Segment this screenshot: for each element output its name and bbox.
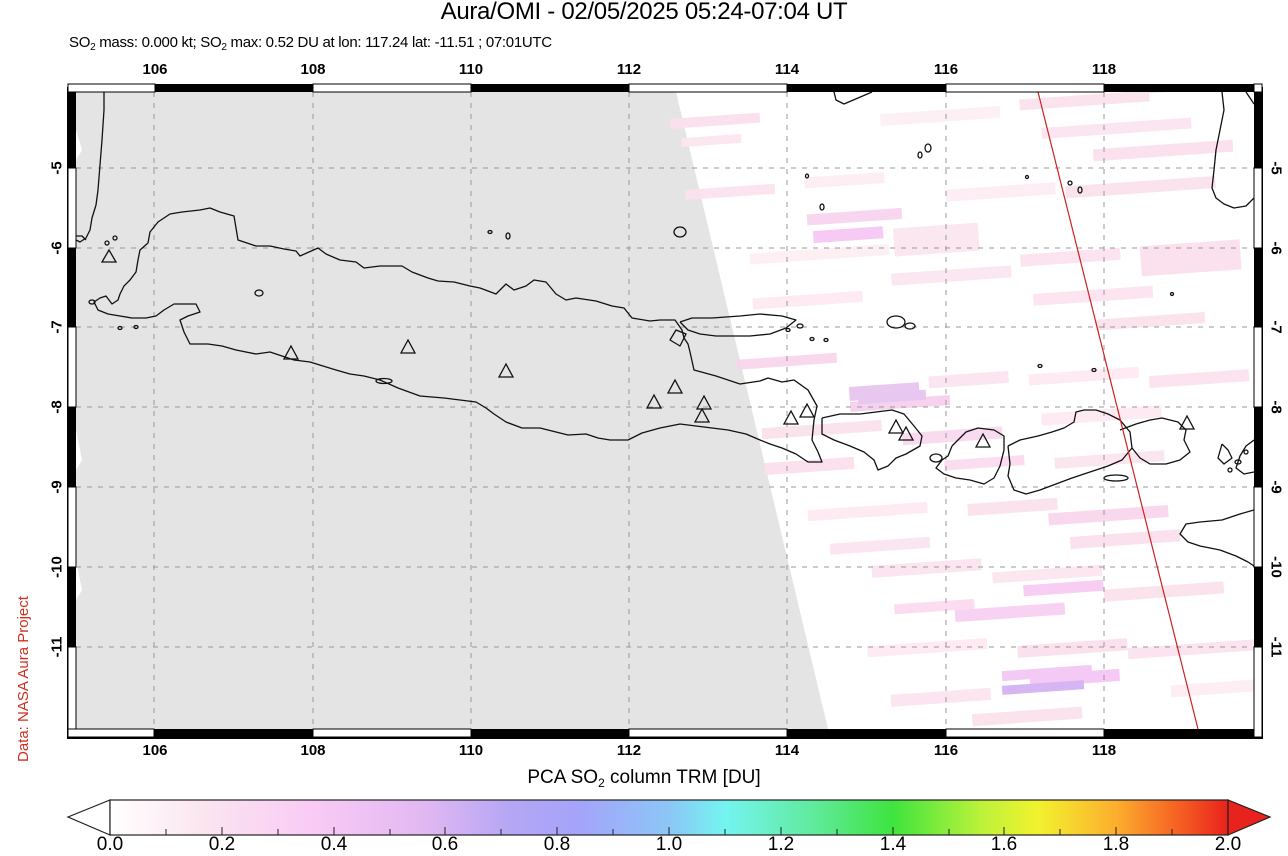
lon-tick-bottom: 108 — [300, 742, 326, 759]
lat-tick-right: -5 — [1267, 161, 1285, 175]
lon-tick-top: 110 — [458, 61, 484, 78]
lat-tick-right: -9 — [1267, 480, 1285, 494]
lat-tick-right: -6 — [1267, 241, 1285, 255]
colorbar-tick: 0.0 — [96, 834, 124, 855]
coast-bali — [821, 409, 923, 471]
volcano-icon — [974, 432, 992, 448]
coast-sumba — [1179, 509, 1254, 567]
lat-tick-left: -8 — [48, 400, 66, 414]
colorbar-under-arrow — [66, 799, 111, 836]
volcano-icon — [693, 407, 711, 423]
frame-scale-bottom — [67, 728, 1254, 738]
frame-scale-left — [67, 92, 77, 730]
coast-kalimantan — [833, 92, 873, 105]
subtitle-so2: SO — [69, 34, 91, 51]
volcano-icon — [695, 394, 713, 410]
volcano-icon — [282, 344, 300, 360]
lat-tick-right: -11 — [1267, 636, 1285, 658]
colorbar-title-post: column TRM [DU] — [604, 767, 761, 788]
coast-flores — [1235, 439, 1254, 475]
colorbar-tick: 1.2 — [767, 834, 795, 855]
coast-sumatra — [76, 92, 105, 243]
lon-tick-top: 116 — [933, 61, 959, 78]
volcano-icon — [666, 378, 684, 394]
subtitle-sub: 2 — [90, 42, 96, 53]
coast-sumbawa — [1007, 409, 1133, 495]
volcano-icon — [399, 338, 417, 354]
coast-lombok — [935, 427, 1005, 485]
lon-tick-top: 114 — [774, 61, 800, 78]
lon-tick-bottom: 116 — [933, 742, 959, 759]
lon-tick-bottom: 112 — [616, 742, 642, 759]
colorbar — [66, 799, 1272, 836]
lon-tick-bottom: 114 — [774, 742, 800, 759]
volcano-icon — [887, 418, 905, 434]
subtitle-mass: mass: 0.000 kt; SO — [95, 34, 222, 51]
colorbar-tick: 0.2 — [208, 834, 236, 855]
orbit-track-line — [1037, 92, 1199, 729]
subtitle-rest: max: 0.52 DU at lon: 117.24 lat: -11.51 … — [226, 34, 553, 51]
lon-tick-top: 106 — [142, 61, 168, 78]
colorbar-title-pre: PCA SO — [527, 767, 599, 788]
no-data-region — [76, 92, 828, 729]
lat-tick-left: -9 — [48, 480, 66, 494]
lon-tick-bottom: 118 — [1091, 742, 1117, 759]
coast-madura — [679, 313, 797, 337]
colorbar-tick: 1.4 — [879, 834, 907, 855]
lat-tick-left: -11 — [48, 636, 66, 658]
colorbar-over-arrow — [1227, 799, 1272, 836]
coast-java — [93, 207, 823, 463]
colorbar-tick: 1.8 — [1102, 834, 1130, 855]
volcano-icon — [798, 402, 816, 418]
lon-tick-bottom: 110 — [458, 742, 484, 759]
volcano-icon — [897, 425, 915, 441]
frame-scale-right — [1253, 83, 1263, 738]
volcano-icon — [782, 409, 800, 425]
volcano-icon — [1178, 414, 1196, 430]
colorbar-tick: 1.0 — [655, 834, 683, 855]
colorbar-tick: 2.0 — [1214, 834, 1242, 855]
colorbar-title: PCA SO2 column TRM [DU] — [0, 767, 1288, 790]
colorbar-title-sub: 2 — [598, 776, 605, 790]
colorbar-tick: 0.6 — [431, 834, 459, 855]
so2-pixels — [669, 92, 1254, 727]
lon-tick-bottom: 106 — [142, 742, 168, 759]
lat-tick-right: -10 — [1267, 556, 1285, 578]
map-title: Aura/OMI - 02/05/2025 05:24-07:04 UT — [440, 0, 848, 25]
lat-tick-left: -5 — [48, 161, 66, 175]
lon-tick-top: 108 — [300, 61, 326, 78]
volcano-icon — [100, 248, 118, 263]
lat-tick-left: -6 — [48, 241, 66, 255]
lat-tick-right: -8 — [1267, 400, 1285, 414]
colorbar-tick: 0.4 — [320, 834, 348, 855]
coastlines — [76, 92, 1254, 567]
volcano-markers — [100, 248, 1196, 448]
colorbar-tick: 0.8 — [543, 834, 571, 855]
map-subtitle: SO2 mass: 0.000 kt; SO2 max: 0.52 DU at … — [69, 34, 552, 53]
frame-scale-top — [67, 83, 1254, 93]
lon-tick-top: 112 — [616, 61, 642, 78]
colorbar-tick: 1.6 — [990, 834, 1018, 855]
subtitle-sub: 2 — [221, 42, 227, 53]
lat-tick-left: -7 — [48, 320, 66, 334]
graticule — [76, 92, 1254, 729]
volcano-icon — [645, 393, 663, 409]
volcano-icon — [497, 362, 515, 378]
lon-tick-top: 118 — [1091, 61, 1117, 78]
lat-tick-left: -10 — [48, 556, 66, 578]
lat-tick-right: -7 — [1267, 320, 1285, 334]
